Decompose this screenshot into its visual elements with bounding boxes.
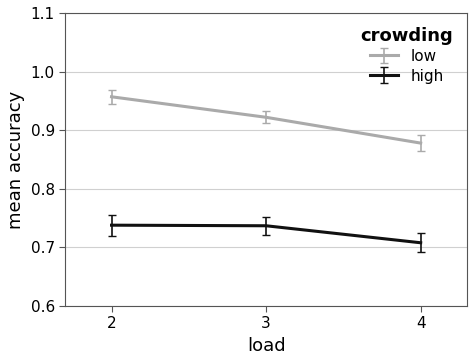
Legend: low, high: low, high [355, 21, 459, 90]
Y-axis label: mean accuracy: mean accuracy [7, 90, 25, 229]
X-axis label: load: load [247, 337, 285, 355]
